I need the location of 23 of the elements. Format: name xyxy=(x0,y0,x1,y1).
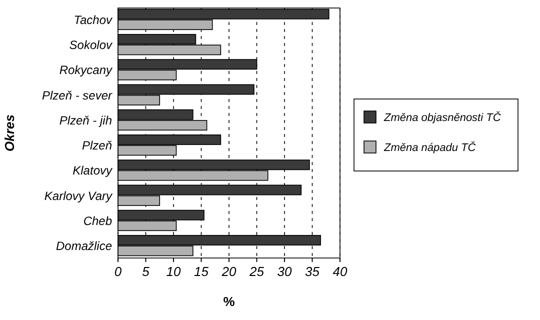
x-tick-label: 40 xyxy=(332,264,348,279)
x-tick-label: 15 xyxy=(194,264,210,279)
y-tick-label: Plzeň - jih xyxy=(59,113,112,128)
x-axis-title: % xyxy=(223,294,236,309)
x-tick-label: 35 xyxy=(305,264,320,279)
y-tick-label: Rokycany xyxy=(59,63,113,78)
y-tick-label: Plzeň xyxy=(82,138,112,153)
x-tick-label: 25 xyxy=(248,264,265,279)
x-tick-label: 5 xyxy=(142,264,150,279)
x-tick-label: 30 xyxy=(277,264,292,279)
y-tick-label: Karlovy Vary xyxy=(44,188,113,203)
y-axis-title: Okres xyxy=(2,114,17,152)
x-tick-label: 0 xyxy=(114,264,122,279)
y-tick-label: Tachov xyxy=(74,12,113,27)
legend-label: Změna nápadu TČ xyxy=(383,141,476,154)
y-tick-label: Domažlice xyxy=(56,239,112,254)
y-tick-label: Plzeň - sever xyxy=(42,88,113,102)
y-tick-label: Cheb xyxy=(83,214,112,228)
y-tick-label: Klatovy xyxy=(72,164,113,178)
x-tick-label: 20 xyxy=(220,264,237,279)
y-tick-label: Sokolov xyxy=(69,38,113,52)
legend-label: Změna objasněnosti TČ xyxy=(383,111,501,124)
x-tick-label: 10 xyxy=(166,264,182,279)
